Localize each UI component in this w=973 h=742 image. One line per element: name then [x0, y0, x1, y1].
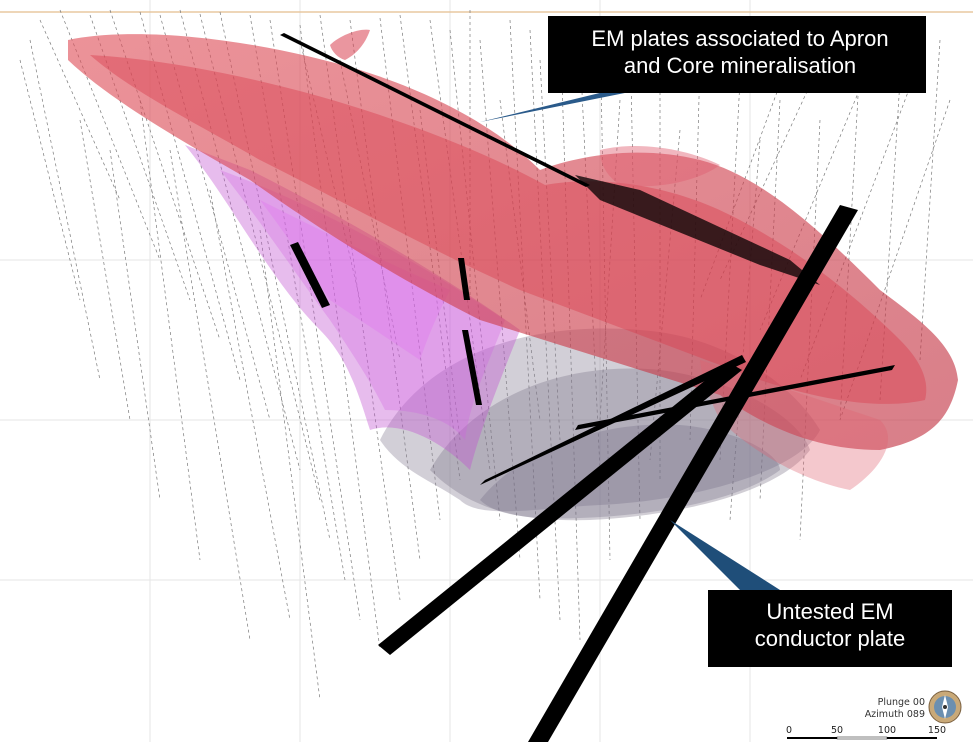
drillhole-trace: [559, 19, 581, 641]
compass-icon[interactable]: [928, 690, 962, 724]
drillhole-trace: [29, 39, 101, 381]
scale-tick-label: 150: [927, 725, 947, 736]
navigation-widget: Plunge 00 Azimuth 089 0 50 100 150: [785, 688, 965, 742]
em-plate-lower-diagonal: [480, 355, 746, 485]
drillhole-trace: [169, 149, 251, 641]
drillhole-trace: [259, 229, 321, 701]
em-plate-core-left: [290, 242, 330, 308]
scale-tick-label: 50: [830, 725, 844, 736]
scale-bar: 0 50 100 150: [785, 722, 965, 742]
drillhole-trace: [209, 189, 291, 621]
callout-bottom-pointer: [670, 520, 780, 590]
em-plates: [280, 33, 895, 742]
azimuth-label: Azimuth 089: [864, 709, 925, 720]
drillhole-trace: [839, 99, 951, 421]
callout-top-pointer: [480, 90, 640, 122]
scale-tick-label: 100: [877, 725, 897, 736]
callout-bottom-line-2: conductor plate: [754, 626, 906, 651]
callout-top-label: EM plates associated to Apron and Core m…: [555, 25, 925, 79]
callout-bottom-box: [708, 590, 952, 667]
callout-bottom: [670, 520, 952, 667]
drillhole-trace: [159, 14, 271, 421]
em-plate-upper-right: [575, 175, 820, 285]
drillhole-trace: [759, 39, 881, 331]
scale-tick-label: 0: [785, 725, 793, 736]
callout-top-line-1: EM plates associated to Apron: [591, 26, 889, 51]
core-mineral-body: [185, 145, 520, 470]
drillhole-trace: [109, 9, 221, 341]
drillhole-trace: [109, 149, 161, 501]
drillhole-trace: [139, 99, 201, 561]
em-plate-long-diagonal: [378, 362, 742, 655]
em-plate-core-mid: [458, 258, 470, 300]
drillhole-trace: [79, 119, 131, 421]
callout-top-line-2: and Core mineralisation: [623, 53, 857, 78]
untested-em-conductor-plate: [528, 205, 858, 742]
callout-bottom-line-1: Untested EM: [766, 599, 894, 624]
callout-top: [480, 16, 926, 122]
callout-top-box: [548, 16, 926, 93]
em-plate-upper-long: [280, 33, 590, 187]
drillhole-trace: [19, 59, 81, 301]
plunge-label: Plunge 00: [877, 697, 925, 708]
scale-bar-graphic: [787, 736, 937, 740]
em-plate-core-lower: [462, 330, 482, 405]
drillhole-trace: [269, 19, 361, 621]
drillhole-trace: [39, 19, 121, 201]
callout-bottom-label: Untested EM conductor plate: [710, 598, 950, 652]
